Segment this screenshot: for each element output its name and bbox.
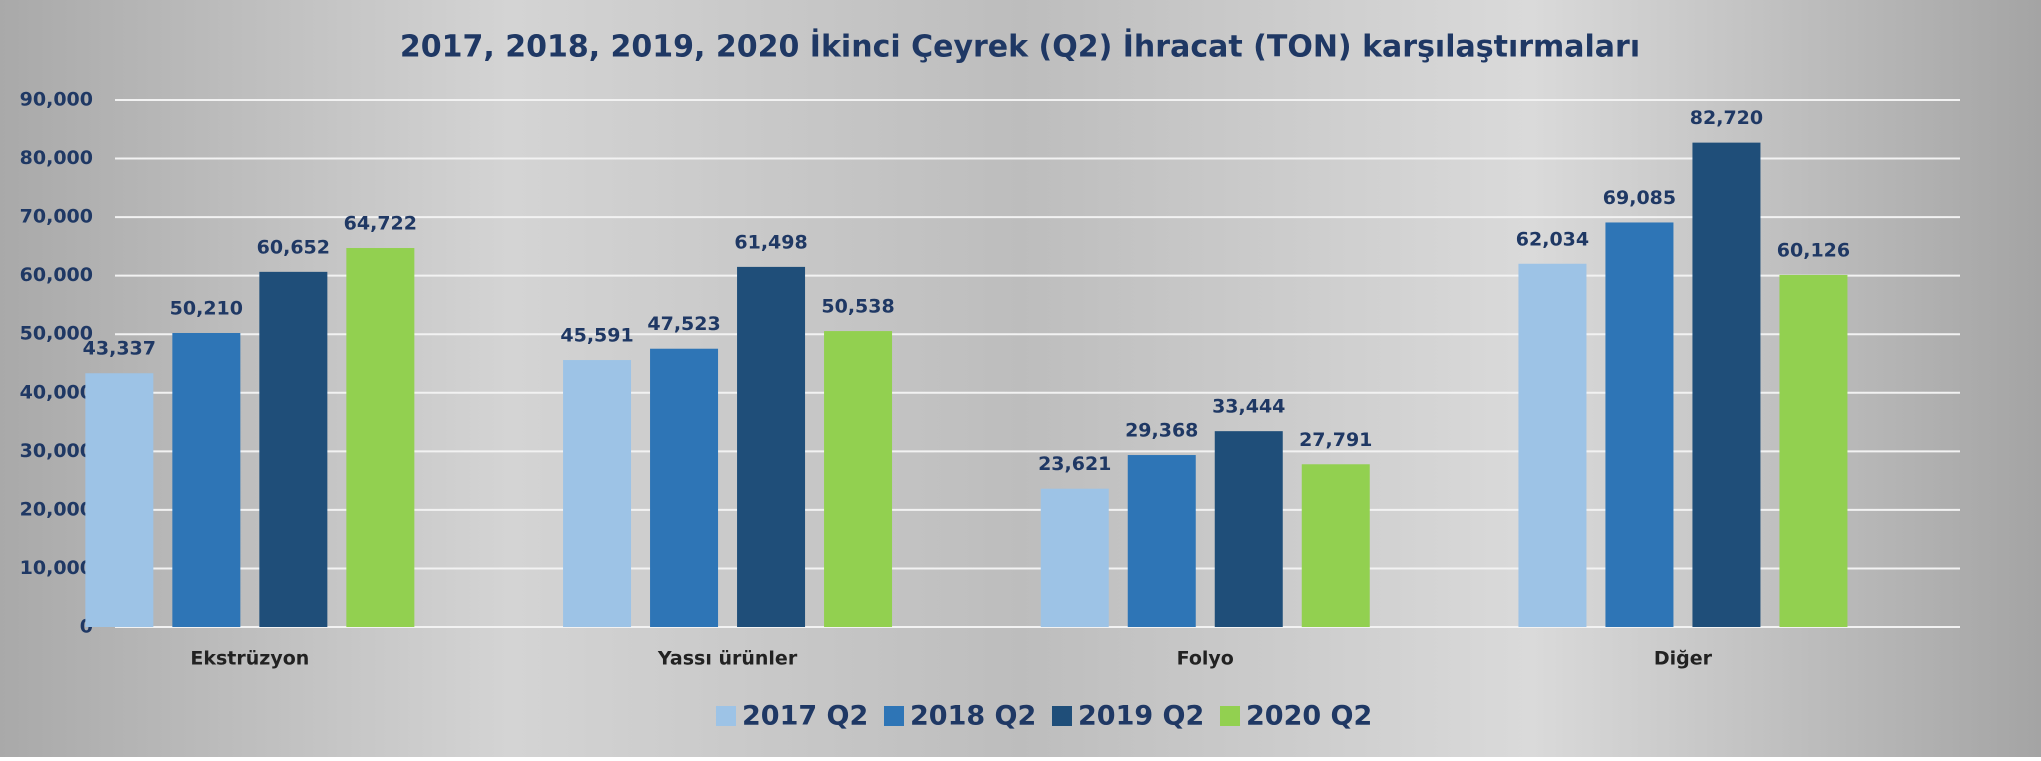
data-label: 82,720 — [1690, 107, 1763, 129]
y-tick-label: 90,000 — [20, 89, 93, 111]
y-tick-label: 20,000 — [20, 498, 93, 520]
bar — [259, 271, 328, 627]
x-tick-label: Diğer — [1654, 648, 1713, 670]
data-label: 50,538 — [821, 296, 894, 318]
legend-label: 2019 Q2 — [1078, 701, 1204, 732]
bar — [1779, 274, 1848, 627]
bar — [1605, 222, 1674, 628]
bar — [1692, 142, 1761, 627]
data-label: 27,791 — [1299, 429, 1372, 451]
data-label: 47,523 — [647, 313, 720, 335]
bar — [1040, 488, 1109, 627]
legend-swatch — [884, 706, 904, 726]
data-label: 29,368 — [1125, 420, 1198, 442]
legend-label: 2018 Q2 — [910, 701, 1036, 732]
data-label: 62,034 — [1516, 228, 1589, 250]
y-tick-label: 70,000 — [20, 206, 93, 228]
y-tick-label: 60,000 — [20, 264, 93, 286]
legend-label: 2017 Q2 — [742, 701, 868, 732]
bar — [1301, 464, 1370, 627]
legend-swatch — [716, 706, 736, 726]
bar — [1214, 431, 1283, 627]
x-tick-label: Ekstrüzyon — [190, 648, 309, 670]
y-tick-label: 40,000 — [20, 381, 93, 403]
y-tick-label: 30,000 — [20, 440, 93, 462]
data-label: 43,337 — [83, 338, 156, 360]
bar — [824, 331, 893, 627]
data-label: 64,722 — [344, 213, 417, 235]
bar — [650, 348, 719, 627]
data-label: 61,498 — [734, 231, 807, 253]
legend-swatch — [1220, 706, 1240, 726]
bar — [1518, 263, 1587, 627]
bar — [563, 360, 632, 627]
data-label: 50,210 — [170, 297, 243, 319]
bar — [172, 332, 241, 627]
data-label: 33,444 — [1212, 396, 1285, 418]
legend-label: 2020 Q2 — [1246, 701, 1372, 732]
legend-swatch — [1052, 706, 1072, 726]
y-tick-label: 10,000 — [20, 557, 93, 579]
x-tick-label: Yassı ürünler — [657, 648, 798, 670]
bar — [346, 248, 415, 628]
data-label: 60,126 — [1777, 239, 1850, 261]
chart-title: 2017, 2018, 2019, 2020 İkinci Çeyrek (Q2… — [400, 29, 1640, 65]
y-tick-label: 50,000 — [20, 323, 93, 345]
bar — [1127, 455, 1196, 627]
data-label: 69,085 — [1603, 187, 1676, 209]
data-label: 60,652 — [257, 236, 330, 258]
data-label: 45,591 — [560, 325, 633, 347]
data-label: 23,621 — [1038, 453, 1111, 475]
y-tick-label: 80,000 — [20, 147, 93, 169]
bar — [85, 373, 154, 627]
x-tick-label: Folyo — [1177, 648, 1234, 670]
bar — [737, 266, 806, 627]
